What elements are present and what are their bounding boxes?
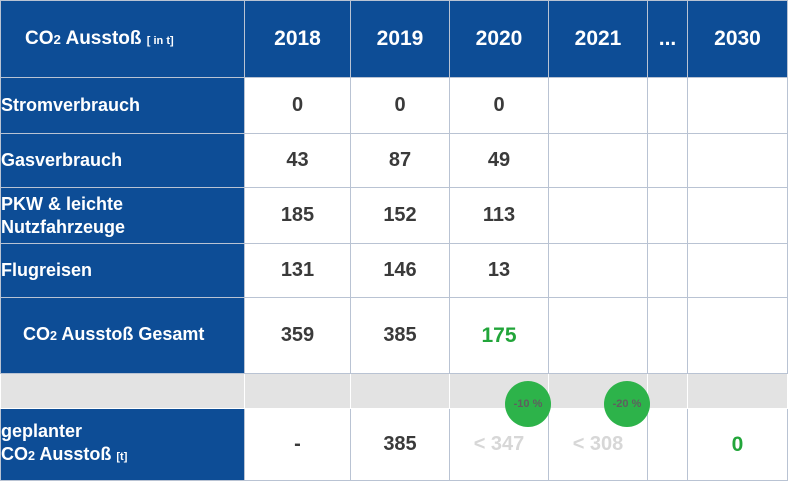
- row-flugreisen: Flugreisen 131 146 13: [0, 243, 788, 298]
- cell-flugreisen-2019: 146: [350, 243, 450, 298]
- cell-planned-ellipsis: [647, 408, 688, 481]
- header-unit: [ in t]: [146, 35, 174, 47]
- cell-gasverbrauch-2019: 87: [350, 133, 450, 188]
- cell-flugreisen-2021: [548, 243, 648, 298]
- cell-total-2021: [548, 297, 648, 374]
- header-emission-label: Ausstoß: [60, 28, 142, 49]
- cell-gasverbrauch-2020: 49: [449, 133, 549, 188]
- separator-cell: [687, 373, 788, 409]
- cell-pkw-2021: [548, 187, 648, 244]
- cell-flugreisen-2030: [687, 243, 788, 298]
- cell-flugreisen-2020: 13: [449, 243, 549, 298]
- separator-cell: [647, 373, 688, 409]
- cell-gasverbrauch-2021: [548, 133, 648, 188]
- row-planned: geplanter CO2 Ausstoß [t] - 385 < 347 < …: [0, 408, 788, 481]
- cell-pkw-2030: [687, 187, 788, 244]
- header-year-2019: 2019: [350, 0, 450, 78]
- cell-planned-2030: 0: [687, 408, 788, 481]
- cell-gasverbrauch-ellipsis: [647, 133, 688, 188]
- separator-cell: [0, 373, 245, 409]
- row-total: CO2 Ausstoß Gesamt 359 385 175: [0, 297, 788, 374]
- cell-stromverbrauch-2018: 0: [244, 77, 351, 134]
- cell-stromverbrauch-ellipsis: [647, 77, 688, 134]
- row-stromverbrauch: Stromverbrauch 0 0 0: [0, 77, 788, 134]
- header-year-2020: 2020: [449, 0, 549, 78]
- header-co2-subscript: 2: [53, 32, 61, 47]
- cell-stromverbrauch-2020: 0: [449, 77, 549, 134]
- total-label-rest: Ausstoß Gesamt: [57, 324, 205, 344]
- separator-cell: [244, 373, 351, 409]
- planned-co2-subscript: 2: [28, 449, 36, 463]
- row-label-pkw: PKW & leichte Nutzfahrzeuge: [0, 187, 245, 244]
- cell-total-2019: 385: [350, 297, 450, 374]
- cell-pkw-2019: 152: [350, 187, 450, 244]
- header-year-2021: 2021: [548, 0, 648, 78]
- row-label-gasverbrauch: Gasverbrauch: [0, 133, 245, 188]
- row-label-stromverbrauch: Stromverbrauch: [0, 77, 245, 134]
- cell-flugreisen-ellipsis: [647, 243, 688, 298]
- cell-gasverbrauch-2018: 43: [244, 133, 351, 188]
- planned-label-rest: Ausstoß: [35, 444, 112, 464]
- cell-planned-2019: 385: [350, 408, 450, 481]
- header-co2-label: CO: [25, 28, 54, 49]
- row-label-planned: geplanter CO2 Ausstoß [t]: [0, 408, 245, 481]
- cell-stromverbrauch-2030: [687, 77, 788, 134]
- cell-pkw-2018: 185: [244, 187, 351, 244]
- header-year-2030: 2030: [687, 0, 788, 78]
- cell-total-2020: 175: [449, 297, 549, 374]
- row-label-flugreisen: Flugreisen: [0, 243, 245, 298]
- reduction-badge-10: -10 %: [505, 381, 551, 427]
- planned-unit: [t]: [116, 451, 128, 463]
- header-year-ellipsis: ...: [647, 0, 688, 78]
- total-co2-label: CO: [23, 324, 50, 344]
- cell-flugreisen-2018: 131: [244, 243, 351, 298]
- separator-row: [0, 373, 788, 409]
- header-corner-cell: CO2 Ausstoß [ in t]: [0, 0, 245, 78]
- cell-pkw-2020: 113: [449, 187, 549, 244]
- planned-co2-label: CO: [1, 444, 28, 464]
- cell-total-2018: 359: [244, 297, 351, 374]
- cell-stromverbrauch-2021: [548, 77, 648, 134]
- separator-cell: [350, 373, 450, 409]
- cell-planned-2018: -: [244, 408, 351, 481]
- row-gasverbrauch: Gasverbrauch 43 87 49: [0, 133, 788, 188]
- cell-gasverbrauch-2030: [687, 133, 788, 188]
- header-row: CO2 Ausstoß [ in t] 2018 2019 2020 2021 …: [0, 0, 788, 78]
- cell-total-2030: [687, 297, 788, 374]
- row-label-total: CO2 Ausstoß Gesamt: [0, 297, 245, 374]
- cell-total-ellipsis: [647, 297, 688, 374]
- header-year-2018: 2018: [244, 0, 351, 78]
- cell-stromverbrauch-2019: 0: [350, 77, 450, 134]
- planned-label-line1: geplanter: [1, 421, 83, 441]
- total-co2-subscript: 2: [50, 329, 58, 343]
- cell-pkw-ellipsis: [647, 187, 688, 244]
- reduction-badge-20: -20 %: [604, 381, 650, 427]
- row-pkw: PKW & leichte Nutzfahrzeuge 185 152 113: [0, 187, 788, 244]
